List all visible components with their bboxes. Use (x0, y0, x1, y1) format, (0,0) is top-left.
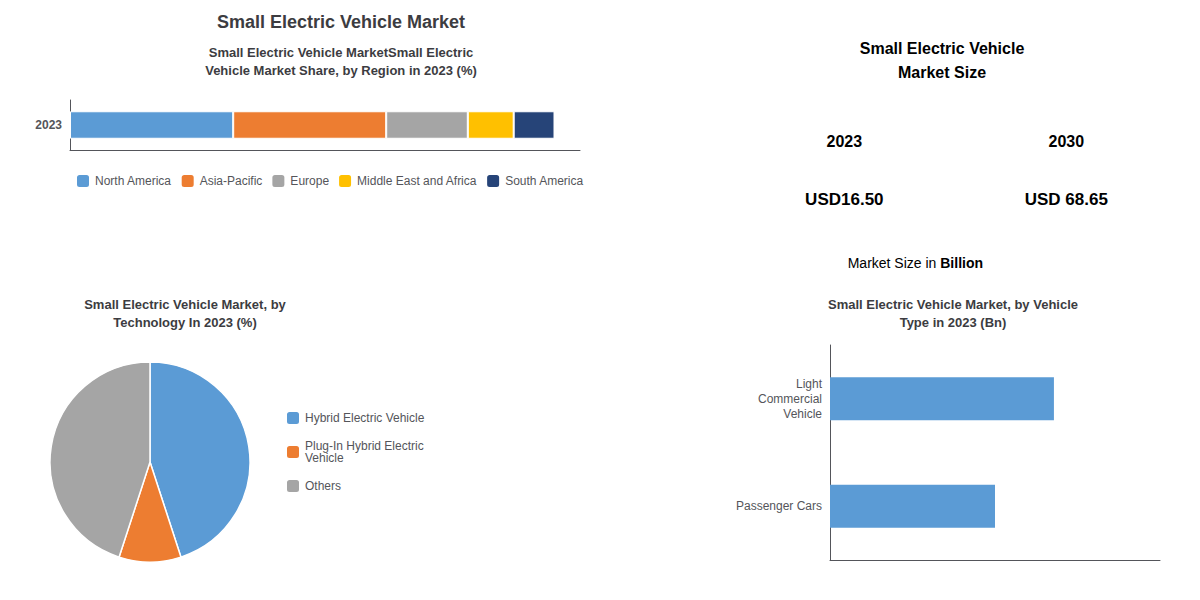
svg-text:Small Electric Vehicle Market,: Small Electric Vehicle Market, by Vehicl… (828, 297, 1078, 312)
svg-text:2030: 2030 (1049, 133, 1085, 150)
svg-text:USD16.50: USD16.50 (805, 190, 883, 209)
svg-text:Asia-Pacific: Asia-Pacific (200, 174, 263, 188)
svg-text:Light: Light (796, 377, 823, 391)
svg-text:Middle East and Africa: Middle East and Africa (357, 174, 477, 188)
svg-text:North America: North America (95, 174, 171, 188)
svg-text:Vehicle: Vehicle (783, 407, 822, 421)
svg-text:Plug-In Hybrid Electric: Plug-In Hybrid Electric (305, 439, 424, 453)
svg-text:Small Electric Vehicle Market: Small Electric Vehicle Market (217, 12, 465, 32)
svg-text:Commercial: Commercial (758, 392, 822, 406)
svg-text:Billion: Billion (940, 255, 983, 271)
svg-text:Hybrid Electric Vehicle: Hybrid Electric Vehicle (305, 411, 425, 425)
svg-text:Small Electric Vehicle Market,: Small Electric Vehicle Market, by (84, 297, 286, 312)
svg-text:Type in 2023 (Bn): Type in 2023 (Bn) (900, 315, 1007, 330)
svg-text:2023: 2023 (35, 118, 62, 132)
svg-text:Vehicle Market Share, by Regio: Vehicle Market Share, by Region in 2023 … (205, 63, 477, 78)
svg-text:Vehicle: Vehicle (305, 451, 344, 465)
svg-text:Technology In 2023 (%): Technology In 2023 (%) (113, 315, 257, 330)
svg-text:Market Size in: Market Size in (848, 255, 941, 271)
svg-text:Passenger Cars: Passenger Cars (736, 499, 822, 513)
svg-text:Market Size: Market Size (898, 64, 986, 81)
svg-text:2023: 2023 (827, 133, 863, 150)
svg-text:Europe: Europe (290, 174, 329, 188)
svg-text:Small Electric Vehicle: Small Electric Vehicle (860, 40, 1025, 57)
svg-text:Small Electric Vehicle MarketS: Small Electric Vehicle MarketSmall Elect… (209, 45, 473, 60)
svg-text:South America: South America (505, 174, 583, 188)
svg-text:Others: Others (305, 479, 341, 493)
svg-text:USD 68.65: USD 68.65 (1025, 190, 1108, 209)
